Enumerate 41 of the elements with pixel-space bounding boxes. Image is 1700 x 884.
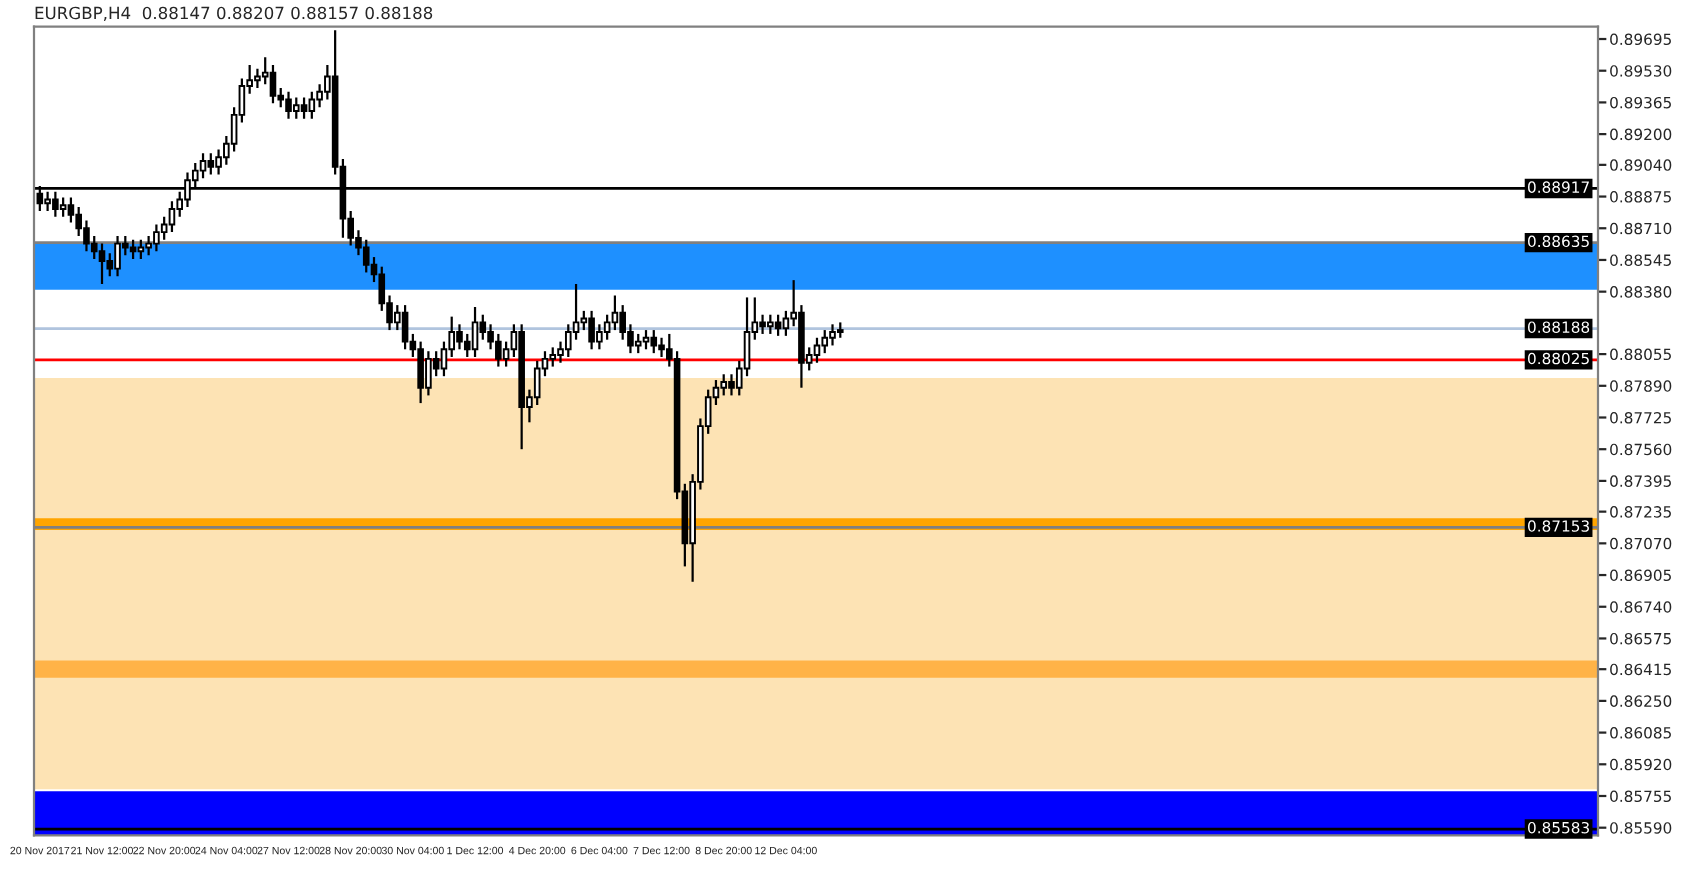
candlestick	[596, 323, 603, 351]
candlestick	[549, 346, 557, 368]
candlestick	[168, 200, 176, 234]
candlestick	[588, 309, 595, 351]
candlestick	[417, 340, 424, 405]
candlestick	[114, 234, 121, 278]
candlestick	[829, 323, 836, 347]
candlestick	[59, 196, 67, 218]
candlestick	[456, 323, 463, 351]
candlestick	[67, 196, 75, 224]
candlestick	[308, 90, 316, 120]
candlestick	[362, 238, 370, 274]
candlestick	[269, 63, 277, 105]
candlestick	[821, 328, 829, 355]
candlestick	[495, 332, 502, 368]
candlestick	[98, 242, 106, 286]
candlestick	[285, 90, 292, 120]
candlestick	[759, 313, 766, 336]
candlestick	[300, 96, 308, 120]
candlestick	[292, 96, 300, 120]
candlestick	[129, 238, 137, 261]
candlestick	[199, 152, 207, 180]
candlestick	[207, 152, 215, 176]
candlestick	[642, 328, 650, 351]
candlestick	[782, 309, 790, 337]
candlestick	[774, 313, 782, 337]
candlestick	[401, 304, 409, 351]
candlestick	[728, 373, 735, 397]
candlestick	[137, 238, 145, 261]
text: EURGBP,H4 0.88147 0.88207 0.88157 0.88188	[35, 6, 433, 21]
candlestick	[611, 294, 619, 332]
candlestick	[425, 350, 432, 397]
candlestick	[634, 332, 642, 355]
candlestick	[658, 336, 665, 359]
candlestick	[813, 336, 821, 364]
candlestick	[767, 313, 774, 336]
candlestick	[650, 328, 658, 355]
candlestick	[720, 373, 728, 397]
candlestick	[153, 223, 160, 253]
candlestick	[603, 313, 611, 341]
candlestick	[471, 305, 479, 359]
